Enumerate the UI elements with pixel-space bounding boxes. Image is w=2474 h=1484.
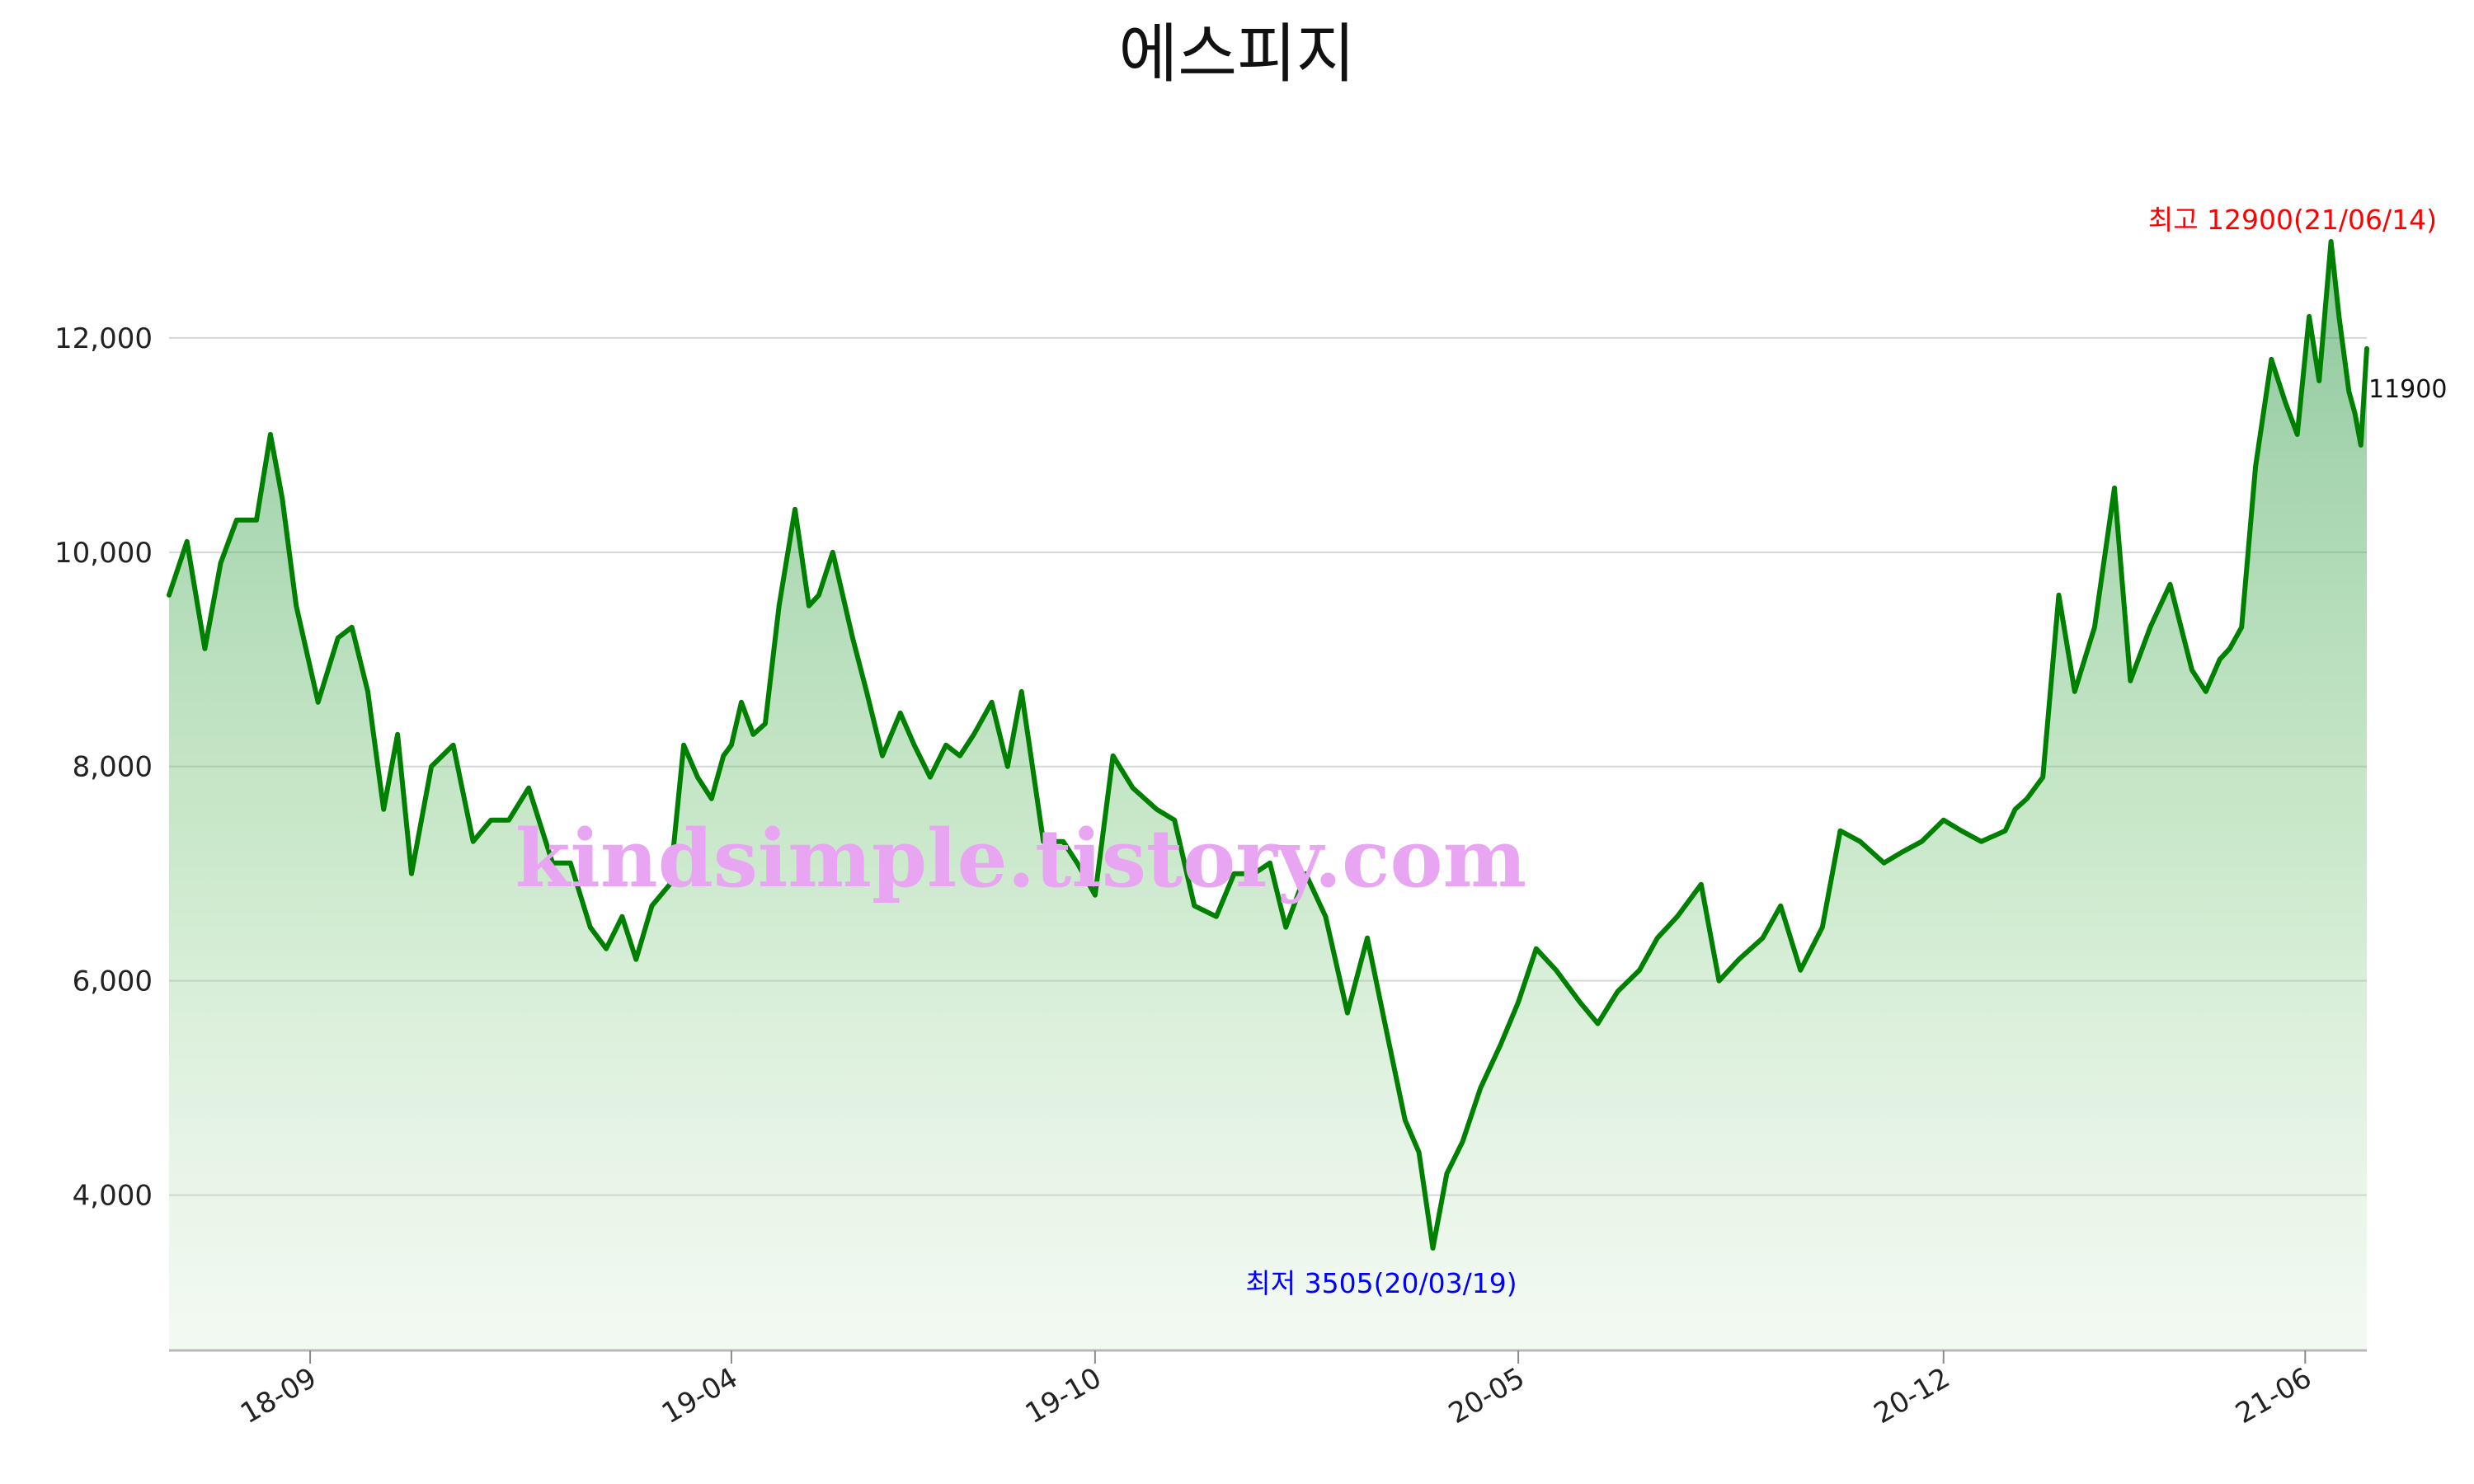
x-tick-label: 21-06 [2230,1361,2317,1430]
high-annotation: 최고 12900(21/06/14) [2148,204,2437,236]
watermark-text: kindsimple.tistory.com [515,812,1526,905]
price-area-fill [169,242,2367,1350]
y-tick-label: 4,000 [73,1180,153,1213]
y-axis-ticks: 4,000 6,000 8,000 10,000 12,000 [54,322,153,1213]
x-axis-ticks: 18-09 19-04 19-10 20-05 20-12 21-06 [235,1350,2317,1430]
x-tick-label: 19-10 [1020,1361,1108,1430]
y-tick-label: 6,000 [73,965,153,998]
chart-title: 에스피지 [1118,17,1355,92]
x-tick-label: 19-04 [656,1361,744,1430]
price-area [169,242,2367,1350]
y-tick-label: 12,000 [54,322,153,355]
x-tick-label: 20-05 [1443,1361,1531,1430]
y-tick-label: 10,000 [54,537,153,570]
price-line-group [167,239,2369,1251]
low-annotation: 최저 3505(20/03/19) [1245,1267,1517,1299]
x-tick-label: 20-12 [1869,1361,1956,1430]
x-tick-label: 18-09 [235,1361,322,1430]
y-tick-label: 8,000 [73,751,153,784]
price-line [167,239,2369,1251]
last-price-label: 11900 [2368,375,2447,404]
